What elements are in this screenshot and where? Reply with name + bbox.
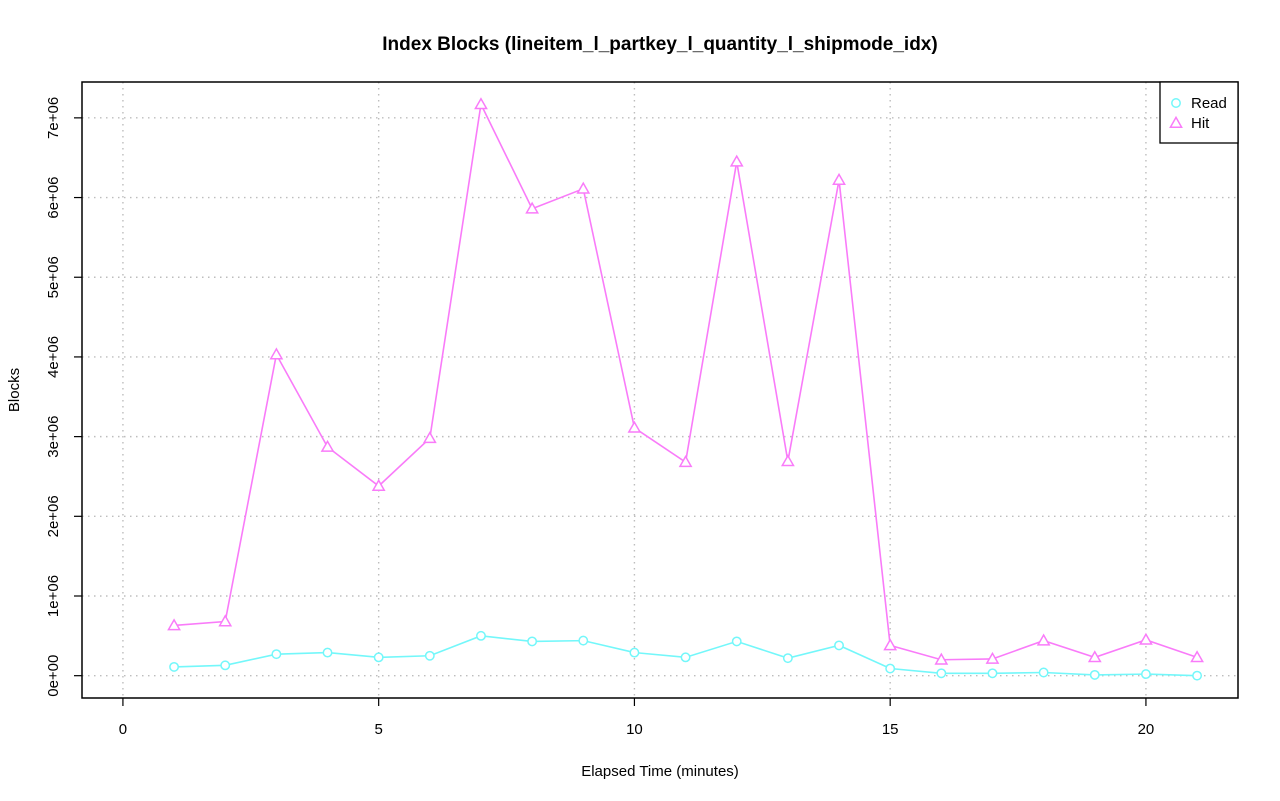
legend-label-read: Read bbox=[1191, 95, 1227, 112]
data-point-read bbox=[1089, 669, 1100, 680]
y-tick-label: 4e+06 bbox=[45, 336, 62, 378]
y-tick-label: 3e+06 bbox=[45, 416, 62, 458]
legend-box bbox=[1159, 81, 1239, 144]
data-point-read bbox=[731, 636, 742, 647]
data-point-hit bbox=[371, 478, 386, 491]
y-tick-label: 6e+06 bbox=[45, 176, 62, 218]
data-point-hit bbox=[729, 154, 744, 167]
grid-layer bbox=[82, 82, 1238, 698]
legend-label-hit: Hit bbox=[1191, 115, 1210, 132]
data-point-read bbox=[987, 668, 998, 679]
x-tick-label: 20 bbox=[1138, 721, 1155, 738]
series-line-hit bbox=[174, 101, 1198, 661]
data-point-hit bbox=[934, 652, 949, 665]
data-point-read bbox=[271, 649, 282, 660]
data-point-read bbox=[527, 636, 538, 647]
y-axis-label: Blocks bbox=[6, 368, 23, 412]
data-point-read bbox=[885, 663, 896, 674]
legend-marker-hit bbox=[1169, 115, 1183, 128]
data-point-hit bbox=[218, 614, 233, 627]
series-layer bbox=[167, 97, 1204, 681]
data-point-hit bbox=[1036, 633, 1051, 646]
x-axis-label: Elapsed Time (minutes) bbox=[581, 763, 739, 780]
legend-items: Read Hit bbox=[1169, 95, 1227, 132]
data-point-read bbox=[680, 652, 691, 663]
data-point-hit bbox=[883, 638, 898, 651]
data-point-hit bbox=[525, 201, 540, 214]
x-tick-label: 15 bbox=[882, 721, 899, 738]
data-point-read bbox=[782, 653, 793, 664]
data-point-read bbox=[322, 647, 333, 658]
y-tick-label: 1e+06 bbox=[45, 575, 62, 617]
x-tick-label: 0 bbox=[119, 721, 127, 738]
data-point-hit bbox=[422, 431, 437, 444]
data-point-hit bbox=[576, 181, 591, 194]
data-point-hit bbox=[269, 347, 284, 360]
data-point-hit bbox=[1190, 650, 1204, 663]
data-point-hit bbox=[627, 420, 642, 433]
x-tick-label: 5 bbox=[375, 721, 383, 738]
y-tick-label: 0e+00 bbox=[45, 655, 62, 697]
data-point-read bbox=[1140, 669, 1151, 680]
y-tick-label: 7e+06 bbox=[45, 97, 62, 139]
data-point-read bbox=[1192, 670, 1203, 681]
x-axis: 0 5 10 15 20 bbox=[119, 698, 1155, 738]
data-point-read bbox=[1038, 667, 1049, 678]
data-point-hit bbox=[1139, 632, 1153, 645]
data-point-read bbox=[220, 660, 231, 671]
x-tick-label: 10 bbox=[626, 721, 643, 738]
series-read bbox=[169, 630, 1203, 681]
data-point-read bbox=[834, 640, 844, 651]
data-point-hit bbox=[320, 439, 335, 452]
data-point-hit bbox=[780, 454, 795, 467]
data-point-hit bbox=[1087, 650, 1102, 663]
data-point-hit bbox=[474, 97, 488, 110]
data-point-read bbox=[373, 652, 384, 663]
data-point-read bbox=[629, 647, 640, 658]
data-point-read bbox=[169, 661, 180, 672]
data-point-read bbox=[424, 650, 435, 661]
data-point-hit bbox=[985, 651, 1000, 664]
data-point-hit bbox=[832, 172, 846, 185]
chart-title: Index Blocks (lineitem_l_partkey_l_quant… bbox=[382, 34, 937, 55]
data-point-read bbox=[476, 630, 486, 641]
data-point-read bbox=[936, 668, 947, 679]
data-point-hit bbox=[678, 455, 693, 468]
series-hit bbox=[167, 97, 1204, 665]
y-tick-label: 2e+06 bbox=[45, 495, 62, 537]
legend-marker-read bbox=[1171, 98, 1181, 108]
plot-frame bbox=[81, 81, 1239, 699]
data-point-read bbox=[578, 635, 589, 646]
legend: Read Hit bbox=[1159, 81, 1239, 144]
y-axis: 0e+00 1e+06 2e+06 3e+06 4e+06 5e+06 6e+06 7e+06 bbox=[45, 97, 82, 697]
y-tick-label: 5e+06 bbox=[45, 256, 62, 298]
data-point-hit bbox=[167, 618, 181, 631]
